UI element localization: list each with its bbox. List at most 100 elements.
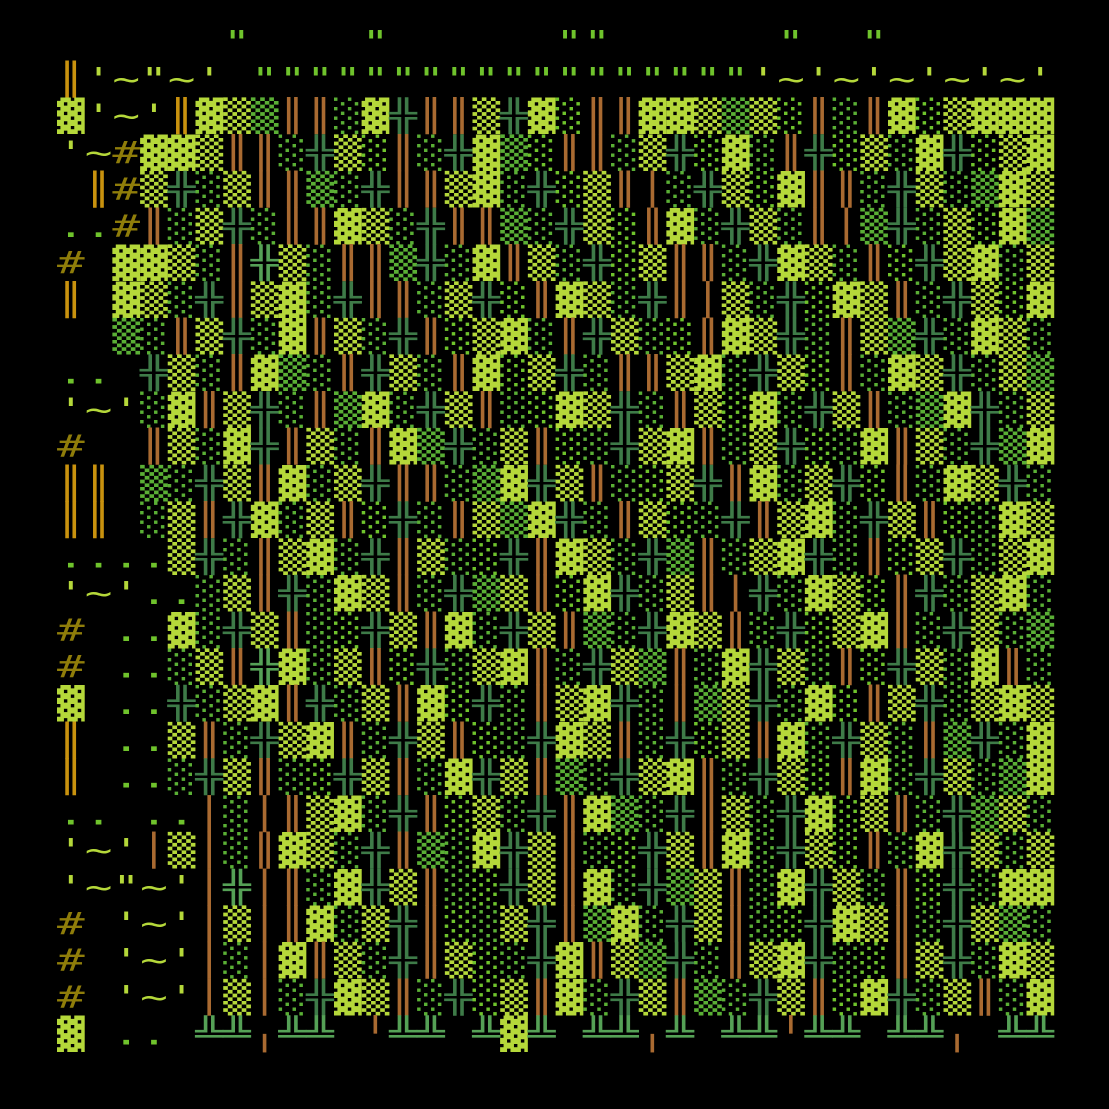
glyph-run: ░ (278, 758, 307, 796)
glyph-run: ╬ (389, 795, 418, 832)
glyph-run: ▒ (334, 648, 362, 685)
glyph-run: ▓ (777, 868, 805, 906)
glyph-run: ▒ (804, 831, 833, 869)
art-row: ║ ▓▒░╬║▒▓░╬║║░▒╬░║▓▒░╬║│▒░╬░▓▒║░╬▒░▓ (57, 281, 1054, 318)
glyph-run: ▒░ (112, 317, 168, 355)
glyph-run: ╬ (611, 574, 639, 612)
glyph-run: ╬ (777, 795, 805, 832)
glyph-run: ░ (278, 391, 307, 428)
glyph-run: ▓▒ (888, 354, 944, 392)
glyph-run: ╬ (555, 207, 584, 245)
glyph-run: ╬ (250, 721, 279, 759)
glyph-run: ╬ (278, 574, 307, 612)
glyph-run: ▒ (915, 538, 944, 575)
glyph-run: ▒ (140, 170, 168, 208)
glyph-run: ░ (804, 427, 833, 465)
glyph-run: ▒ (195, 207, 224, 245)
glyph-run: ║ (888, 868, 916, 906)
glyph-run: ╬ (389, 905, 418, 942)
glyph-run: ▒▓ (777, 501, 833, 539)
glyph-run: ▒▓ (638, 758, 695, 796)
glyph-run: ╬ (832, 464, 861, 502)
glyph-run: ╵ (777, 1015, 805, 1053)
glyph-run: ░ (444, 648, 473, 685)
glyph-run: ╬ (583, 244, 612, 282)
glyph-run: ╬ (167, 684, 196, 722)
glyph-run: ░ (638, 391, 667, 428)
glyph-run: # (57, 905, 113, 942)
glyph-run: ▒ (527, 354, 556, 392)
glyph-run: ╬ (888, 648, 916, 685)
glyph-run: ░ (694, 134, 722, 171)
glyph-run: .. (112, 611, 168, 649)
glyph-run: '~' (57, 831, 141, 869)
glyph-run: ░ (195, 170, 224, 208)
glyph-run: ║│ (694, 574, 750, 612)
glyph-run: ▒ (971, 905, 999, 942)
glyph-run: ╬ (333, 281, 362, 318)
glyph-run: ▓ (555, 942, 584, 979)
glyph-run: ░ (444, 317, 473, 355)
glyph-run: ▒▓ (306, 795, 362, 832)
glyph-run: ╩╩ (195, 1015, 251, 1053)
glyph-run: │ (195, 978, 224, 1016)
glyph-run: ║ (278, 427, 307, 465)
glyph-run: ▒▓ (555, 684, 611, 722)
glyph-run: ░ (832, 831, 861, 869)
ascii-art-grid: " " "" " " ║'~"~' """"""""""""""""""'~'~… (57, 24, 1054, 1052)
glyph-run: ║ (527, 648, 556, 685)
glyph-run: ║ (832, 648, 861, 685)
glyph-run: ║ (84, 170, 113, 208)
glyph-run: ░ (694, 648, 722, 685)
glyph-run: ╷ (638, 1015, 667, 1053)
glyph-run: ╬ (749, 244, 778, 282)
glyph-run: .. (112, 1015, 196, 1053)
glyph-run: ╬ (915, 244, 944, 282)
glyph-run: ▒ (915, 427, 944, 465)
glyph-run: ║ (888, 574, 916, 612)
art-row: # '~'│░│▓║▒░╬║▒░░╬▓║▒▒╬░║▒▓╬░░║▒╬░▓▒ (57, 942, 1054, 979)
glyph-run: # (57, 648, 113, 685)
glyph-run: ░ (500, 684, 528, 722)
glyph-run: ▒ (472, 574, 501, 612)
glyph-run: ▒░ (611, 795, 667, 832)
glyph-run: ╬ (777, 831, 805, 869)
glyph-run: ╬ (749, 574, 778, 612)
glyph-run: ░ (361, 501, 390, 539)
glyph-run: ╩╩ ╩ (389, 1015, 501, 1053)
glyph-run: │ (195, 868, 224, 906)
glyph-run: ╬ (195, 281, 224, 318)
glyph-run: ▒▓ (250, 281, 307, 318)
art-row: ║║ ░▒║╬▓░▒║░╬░║▒▒▓╬░║▒░░╬║▒▓░╬▒║░░▓▒ (57, 501, 1054, 538)
glyph-run: ░ (832, 427, 861, 465)
glyph-run: ░▒ (943, 170, 999, 208)
glyph-run: ░ (638, 721, 667, 759)
glyph-run: ▓▓▒ (112, 244, 196, 282)
glyph-run: ╷ (250, 1015, 279, 1053)
glyph-run: ░ (527, 391, 556, 428)
glyph-run: ║ (887, 281, 916, 318)
glyph-run: ▓ (306, 905, 334, 942)
glyph-run: ║ (195, 391, 224, 428)
glyph-run: ░ (500, 721, 528, 759)
glyph-run: ░ (943, 427, 972, 465)
glyph-run: ╬ (223, 501, 251, 539)
glyph-run: ░ (555, 427, 584, 465)
glyph-run: ╩ ╩╩ (527, 1015, 639, 1053)
glyph-run: ░ (888, 831, 916, 869)
glyph-run: ║║ (389, 464, 445, 502)
glyph-run: ░ (860, 354, 889, 392)
glyph-run: ░ (417, 354, 445, 392)
glyph-run: ▓▒ (555, 391, 612, 428)
glyph-run: ▒ (915, 170, 944, 208)
glyph-run: ║ (860, 391, 889, 428)
glyph-run: ║ (417, 868, 445, 906)
glyph-run: ▒░ (583, 611, 639, 649)
glyph-run: ▒ (167, 501, 196, 539)
glyph-run: ░ (140, 391, 168, 428)
glyph-run: ▒ (583, 170, 611, 208)
glyph-run: ▒░ (555, 758, 612, 796)
glyph-run: ░ (777, 207, 805, 245)
art-row: '~"~'│╬│║░▓╬▒║░░╬▒║▓░╬▒▒║░▓╬▒░║░╬░▓▓ (57, 869, 1054, 906)
glyph-run: .. (112, 721, 168, 759)
